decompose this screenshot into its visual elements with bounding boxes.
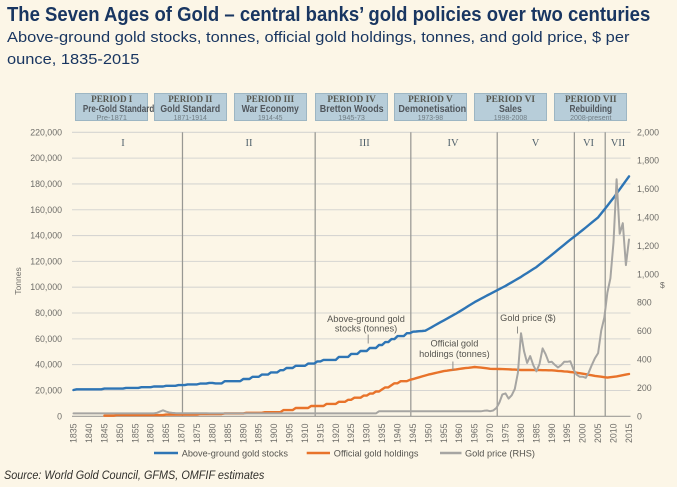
svg-text:1910: 1910 xyxy=(300,423,310,443)
svg-text:1955: 1955 xyxy=(439,423,449,443)
svg-text:180,000: 180,000 xyxy=(30,179,62,189)
svg-text:1925: 1925 xyxy=(346,423,356,443)
svg-text:1980: 1980 xyxy=(516,423,526,443)
svg-text:1875: 1875 xyxy=(192,423,202,443)
svg-text:Above-ground gold stocks: Above-ground gold stocks xyxy=(182,448,289,458)
svg-text:2000: 2000 xyxy=(578,423,588,443)
svg-text:160,000: 160,000 xyxy=(30,205,62,215)
svg-text:1,000: 1,000 xyxy=(637,269,659,279)
svg-text:400: 400 xyxy=(637,355,652,365)
svg-text:2010: 2010 xyxy=(609,423,619,443)
svg-text:600: 600 xyxy=(637,326,652,336)
svg-text:2005: 2005 xyxy=(593,423,603,443)
svg-text:VII: VII xyxy=(611,138,626,149)
svg-text:Official gold: Official gold xyxy=(430,339,478,349)
svg-text:200,000: 200,000 xyxy=(30,153,62,163)
svg-text:0: 0 xyxy=(57,411,62,421)
svg-text:1850: 1850 xyxy=(115,423,125,443)
svg-text:1985: 1985 xyxy=(531,423,541,443)
svg-text:1930: 1930 xyxy=(362,423,372,443)
svg-text:1935: 1935 xyxy=(377,423,387,443)
svg-text:II: II xyxy=(246,138,253,149)
svg-text:1940: 1940 xyxy=(393,423,403,443)
svg-text:1960: 1960 xyxy=(454,423,464,443)
svg-text:1870: 1870 xyxy=(177,423,187,443)
svg-text:Tonnes: Tonnes xyxy=(13,267,23,294)
svg-text:60,000: 60,000 xyxy=(35,334,62,344)
svg-text:IV: IV xyxy=(447,138,458,149)
svg-text:Above-ground gold: Above-ground gold xyxy=(327,314,405,324)
svg-text:1945: 1945 xyxy=(408,423,418,443)
svg-text:1950: 1950 xyxy=(423,423,433,443)
svg-text:III: III xyxy=(359,138,370,149)
svg-text:140,000: 140,000 xyxy=(30,231,62,241)
svg-text:VI: VI xyxy=(583,138,595,149)
svg-text:Official gold holdings: Official gold holdings xyxy=(334,448,419,458)
svg-text:1,200: 1,200 xyxy=(637,241,659,251)
svg-text:Gold price ($): Gold price ($) xyxy=(500,313,556,323)
svg-text:1905: 1905 xyxy=(285,423,295,443)
svg-text:1915: 1915 xyxy=(315,423,325,443)
svg-text:220,000: 220,000 xyxy=(30,127,62,137)
svg-text:1840: 1840 xyxy=(84,423,94,443)
svg-text:120,000: 120,000 xyxy=(30,256,62,266)
svg-text:0: 0 xyxy=(637,411,642,421)
svg-text:1865: 1865 xyxy=(161,423,171,443)
svg-text:$: $ xyxy=(660,280,665,290)
svg-text:stocks (tonnes): stocks (tonnes) xyxy=(335,324,397,334)
svg-text:1,400: 1,400 xyxy=(637,213,659,223)
svg-text:1900: 1900 xyxy=(269,423,279,443)
svg-text:40,000: 40,000 xyxy=(35,360,62,370)
svg-text:1880: 1880 xyxy=(207,423,217,443)
svg-text:1895: 1895 xyxy=(254,423,264,443)
svg-text:1975: 1975 xyxy=(501,423,511,443)
svg-text:1835: 1835 xyxy=(69,423,79,443)
svg-text:800: 800 xyxy=(637,298,652,308)
svg-text:1845: 1845 xyxy=(99,423,109,443)
svg-text:1890: 1890 xyxy=(238,423,248,443)
svg-text:2,000: 2,000 xyxy=(637,127,659,137)
svg-text:200: 200 xyxy=(637,383,652,393)
svg-text:1970: 1970 xyxy=(485,423,495,443)
svg-text:1,600: 1,600 xyxy=(637,184,659,194)
svg-text:2015: 2015 xyxy=(624,423,634,443)
svg-text:holdings (tonnes): holdings (tonnes) xyxy=(419,349,489,359)
svg-text:1885: 1885 xyxy=(223,423,233,443)
svg-text:1855: 1855 xyxy=(130,423,140,443)
svg-text:1995: 1995 xyxy=(562,423,572,443)
svg-text:Gold price (RHS): Gold price (RHS) xyxy=(465,448,535,458)
svg-text:100,000: 100,000 xyxy=(30,282,62,292)
svg-text:20,000: 20,000 xyxy=(35,385,62,395)
svg-text:1990: 1990 xyxy=(547,423,557,443)
svg-text:I: I xyxy=(121,138,125,149)
svg-text:1965: 1965 xyxy=(470,423,480,443)
svg-text:1860: 1860 xyxy=(146,423,156,443)
svg-text:80,000: 80,000 xyxy=(35,308,62,318)
svg-text:V: V xyxy=(532,138,540,149)
svg-text:1920: 1920 xyxy=(331,423,341,443)
svg-text:1,800: 1,800 xyxy=(637,156,659,166)
